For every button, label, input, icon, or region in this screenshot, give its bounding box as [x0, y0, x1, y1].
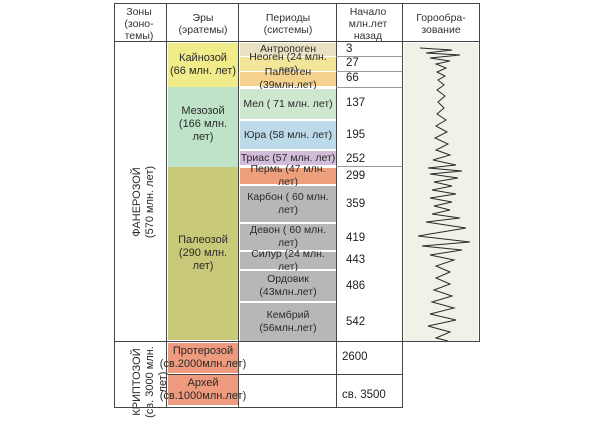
archean-top-border [168, 374, 402, 375]
start-orogeny-divider [402, 3, 403, 408]
start-archean: св. 3500 [342, 389, 386, 401]
period-ordovik: Ордовик (43млн.лет) [240, 271, 336, 301]
orogeny-activity-line [417, 47, 471, 342]
zone-left-border [114, 3, 115, 408]
header-orogeny: Горообра- зование [416, 12, 466, 36]
period-kembriy: Кембрий (56млн.лет) [240, 303, 336, 341]
header-divider [114, 41, 480, 42]
start-ordovik: 486 [346, 280, 366, 292]
start-antropogen: 3 [346, 43, 353, 55]
header-eras: Эры (эратемы) [178, 12, 228, 36]
start-devon: 419 [346, 232, 366, 244]
period-trias: Триас (57 млн. лет) [240, 151, 336, 165]
table-bottom-border [114, 407, 402, 408]
era-proterozoic: Протерозой (св.2000млн.лет) [160, 343, 246, 373]
header-zones: Зоны (зоно- темы) [124, 6, 154, 42]
start-sep [336, 56, 402, 57]
period-mel: Мел ( 71 млн. лет) [240, 89, 336, 119]
start-neogen: 27 [346, 57, 359, 69]
header-start: Начало млн.лет назад [348, 6, 388, 42]
period-karbon: Карбон ( 60 млн. лет) [240, 186, 336, 222]
era-cenozoic: Кайнозой (66 млн. лет) [168, 43, 238, 87]
start-proterozoic: 2600 [342, 351, 368, 363]
era-paleozoic: Палеозой (290 млн. лет) [168, 167, 238, 340]
period-jura: Юра (58 млн. лет) [240, 121, 336, 149]
era-mesozoic: Мезозой (166 млн. лет) [168, 87, 238, 167]
phanerozoic-bottom-border [114, 341, 480, 342]
start-perm: 299 [346, 170, 366, 182]
start-sep [336, 166, 402, 167]
period-start-divider [336, 3, 337, 408]
start-kembriy: 542 [346, 316, 366, 328]
start-mel: 137 [346, 97, 366, 109]
start-karbon: 359 [346, 198, 366, 210]
orogeny-right-border [479, 3, 480, 342]
start-sep [336, 87, 402, 88]
period-neogen: Неоген (24 млн. лет) [240, 51, 336, 76]
start-trias: 252 [346, 153, 366, 165]
header-periods: Периоды (системы) [263, 12, 313, 36]
start-paleogen: 66 [346, 72, 359, 84]
period-antropogen: Антропоген [240, 43, 336, 56]
start-jura: 195 [346, 129, 366, 141]
era-archean: Архей (св.1000млн.лет) [160, 375, 246, 405]
header-top-border [114, 3, 480, 4]
period-devon: Девон ( 60 млн. лет) [240, 224, 336, 250]
start-silur: 443 [346, 254, 366, 266]
start-sep [336, 71, 402, 72]
zone-era-divider [166, 3, 167, 408]
era-period-divider [238, 3, 239, 408]
